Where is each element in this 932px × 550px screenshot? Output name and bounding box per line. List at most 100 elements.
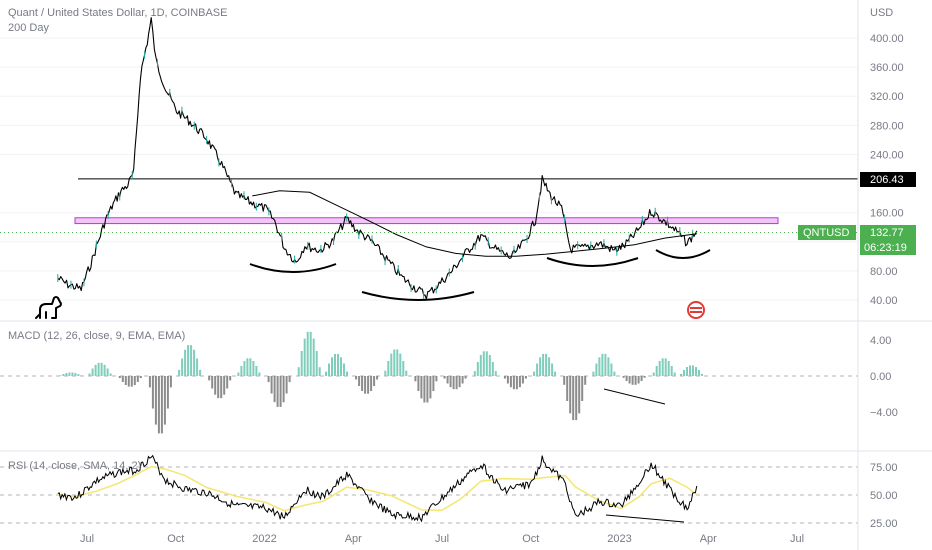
macd-bar [695, 367, 697, 376]
macd-bar [393, 349, 396, 376]
macd-bar [214, 376, 217, 395]
macd-bar [461, 376, 464, 384]
resistance-zone[interactable] [74, 217, 779, 225]
macd-bar [575, 376, 578, 421]
macd-bar [279, 376, 282, 407]
macd-bar [74, 373, 77, 376]
macd-bar [118, 376, 121, 379]
macd-tick-label: 4.00 [870, 335, 891, 347]
macd-bar [423, 376, 426, 403]
ticker-badge[interactable]: QNTUSD [798, 225, 856, 240]
macd-bar [343, 363, 345, 376]
macd-bar [237, 372, 240, 376]
macd-bar [622, 376, 625, 378]
macd-bar [361, 376, 364, 391]
price-series [57, 17, 698, 300]
macd-bar [563, 376, 566, 385]
macd-bar [226, 376, 229, 389]
macd-bar [334, 353, 336, 376]
macd-bar [109, 373, 112, 376]
macd-legend: MACD (12, 26, close, 9, EMA, EMA) [8, 330, 185, 342]
macd-bar [464, 376, 467, 379]
macd-bar [443, 376, 446, 379]
macd-bar [373, 376, 376, 386]
macd-bar [664, 358, 667, 376]
macd-bar [458, 376, 461, 388]
macd-bar [652, 372, 655, 376]
macd-bar [680, 373, 682, 376]
time-axis[interactable]: Jul Oct 2022 Apr Jul Oct 2023 Apr Jul [80, 533, 804, 545]
macd-bar [193, 349, 196, 376]
rsi-sma-line [57, 465, 698, 512]
price-grid [0, 37, 858, 301]
rsi-divergence-line [605, 514, 685, 523]
macd-bar [539, 357, 542, 376]
macd-bar [133, 376, 136, 385]
macd-bar [223, 376, 226, 395]
rsi-legend: RSI (14, close, SMA, 14, 2) [8, 460, 141, 472]
macd-bar [139, 376, 142, 379]
macd-bar [318, 367, 321, 376]
macd-bar [288, 376, 291, 383]
macd-bar [607, 357, 610, 376]
macd-bar [157, 376, 160, 434]
macd-bar [364, 376, 367, 394]
macd-bar [667, 361, 670, 376]
macd-bar [94, 364, 97, 376]
macd-bar [598, 357, 601, 376]
macd-bar [420, 376, 423, 399]
cup-arc [249, 263, 337, 273]
macd-bar [258, 372, 261, 376]
macd-bar [625, 376, 628, 381]
cup-arc [546, 257, 639, 267]
last-price-badge[interactable]: 132.77 06:23:19 [860, 225, 916, 255]
macd-bar [243, 361, 246, 376]
macd-bar [208, 376, 211, 381]
macd-bar [488, 355, 491, 376]
macd-bar [285, 376, 288, 394]
price-tick-label: 40.00 [870, 295, 898, 307]
macd-bar [190, 345, 193, 376]
macd-bar [670, 366, 673, 376]
price-axis[interactable]: 400.00360.00320.00280.00240.00160.00120.… [870, 33, 904, 530]
macd-bar [518, 376, 521, 388]
macd-bar [581, 376, 584, 401]
macd-bar [163, 376, 166, 425]
macd-bar [127, 376, 130, 387]
macd-bar [405, 370, 408, 376]
time-tick-label: Apr [700, 533, 717, 545]
macd-bar [358, 376, 361, 386]
macd-bar [80, 375, 83, 376]
macd-bar [273, 376, 276, 403]
macd-bar [631, 376, 634, 385]
macd-bar [97, 362, 100, 376]
cup-arcs[interactable] [249, 249, 711, 301]
macd-bar [312, 338, 315, 376]
level-badge[interactable]: 206.43 [860, 172, 916, 187]
macd-bar [658, 361, 661, 376]
macd-bar [384, 370, 387, 376]
macd-bar [154, 376, 157, 425]
macd-bar [566, 376, 569, 401]
macd-bar [604, 353, 607, 376]
macd-bar [414, 376, 417, 382]
macd-bar [402, 361, 405, 376]
svg-text:132.77: 132.77 [870, 227, 904, 239]
time-tick-label: Jul [435, 533, 449, 545]
macd-bar [387, 361, 390, 376]
macd-bar [246, 358, 249, 376]
time-tick-label: Jul [80, 533, 94, 545]
us-flag-icon [687, 301, 705, 319]
macd-bar [509, 376, 512, 388]
dino-logo-icon [35, 296, 62, 319]
macd-bar [306, 331, 309, 376]
macd-bar [220, 376, 223, 399]
svg-text:QNTUSD: QNTUSD [803, 227, 850, 239]
macd-bar [432, 376, 435, 391]
macd-bar [698, 370, 700, 376]
macd-bar [426, 376, 429, 403]
rsi-tick-label: 25.00 [870, 518, 898, 530]
macd-bar [331, 357, 333, 376]
macd-bar [300, 351, 303, 376]
